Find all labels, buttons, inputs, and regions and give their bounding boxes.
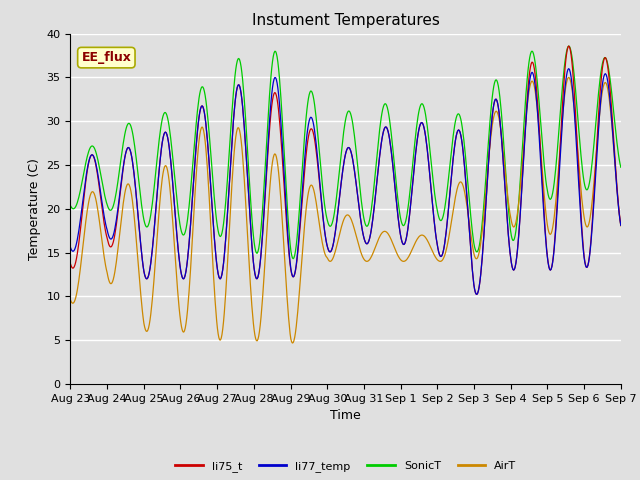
- SonicT: [189, 160, 196, 166]
- li75_t: [133, 201, 141, 207]
- AirT: [218, 332, 226, 337]
- li77_temp: [67, 244, 74, 250]
- AirT: [289, 340, 296, 346]
- li77_temp: [565, 66, 573, 72]
- SonicT: [289, 256, 297, 262]
- li75_t: [218, 271, 226, 277]
- AirT: [429, 250, 437, 256]
- AirT: [565, 74, 573, 80]
- Line: AirT: AirT: [70, 77, 621, 343]
- AirT: [413, 236, 421, 242]
- SonicT: [218, 230, 226, 236]
- Line: li77_temp: li77_temp: [70, 69, 621, 294]
- AirT: [67, 297, 74, 302]
- Line: SonicT: SonicT: [70, 46, 621, 259]
- li75_t: [67, 261, 74, 266]
- SonicT: [429, 179, 437, 185]
- li77_temp: [189, 189, 196, 194]
- X-axis label: Time: Time: [330, 409, 361, 422]
- SonicT: [77, 188, 84, 193]
- li75_t: [565, 43, 573, 49]
- SonicT: [617, 164, 625, 170]
- li75_t: [77, 228, 84, 233]
- SonicT: [413, 120, 421, 125]
- Legend: li75_t, li77_temp, SonicT, AirT: li75_t, li77_temp, SonicT, AirT: [170, 457, 521, 477]
- li77_temp: [77, 217, 84, 223]
- SonicT: [67, 203, 74, 208]
- li77_temp: [429, 201, 436, 207]
- li75_t: [189, 189, 196, 194]
- AirT: [189, 227, 196, 233]
- Text: EE_flux: EE_flux: [81, 51, 131, 64]
- SonicT: [565, 43, 573, 49]
- AirT: [133, 246, 141, 252]
- AirT: [77, 265, 84, 271]
- li75_t: [429, 201, 436, 207]
- li77_temp: [617, 222, 625, 228]
- Title: Instument Temperatures: Instument Temperatures: [252, 13, 440, 28]
- li75_t: [413, 144, 420, 149]
- li77_temp: [473, 291, 481, 297]
- Y-axis label: Temperature (C): Temperature (C): [28, 158, 41, 260]
- li75_t: [617, 222, 625, 228]
- li77_temp: [413, 144, 420, 149]
- SonicT: [133, 162, 141, 168]
- AirT: [617, 223, 625, 229]
- Line: li75_t: li75_t: [70, 46, 621, 294]
- li77_temp: [133, 201, 141, 206]
- li77_temp: [218, 271, 226, 277]
- li75_t: [473, 291, 481, 297]
